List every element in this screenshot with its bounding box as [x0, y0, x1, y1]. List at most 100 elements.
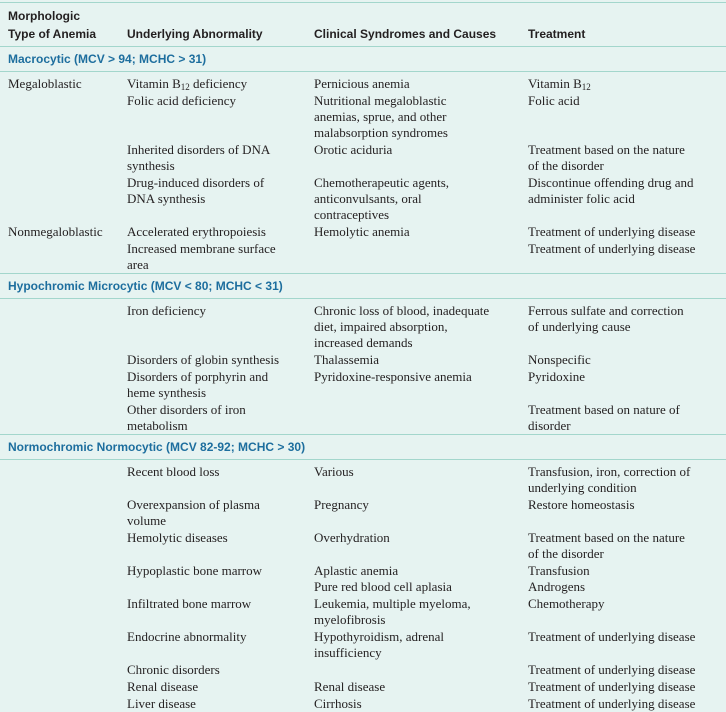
cell-type: [0, 401, 127, 435]
cell-abnormality: Hypoplastic bone marrow: [127, 563, 263, 578]
cell-type: [0, 174, 127, 223]
cell-syndromes: [314, 401, 528, 435]
cell-type: [0, 678, 127, 695]
cell-type: [0, 661, 127, 678]
cell-type: [0, 299, 127, 352]
cell-type: Nonmegaloblastic: [8, 224, 103, 239]
cell-abnormality: Hemolytic diseases: [127, 530, 228, 545]
cell-treatment-subscript: 12: [581, 82, 591, 92]
cell-treatment: Treatment of underlying disease: [528, 696, 696, 711]
cell-treatment: Treatment of underlying disease: [528, 662, 696, 677]
cell-treatment: Pyridoxine: [528, 369, 586, 384]
cell-abnormality: Accelerated erythropoiesis: [127, 224, 266, 239]
section-header: Macrocytic (MCV > 94; MCHC > 31): [0, 47, 726, 72]
table-row: Overexpansion of plasma volume Pregnancy R…: [0, 496, 726, 529]
header-type: Morphologic Type of Anemia: [8, 9, 97, 41]
cell-syndromes: Various: [314, 464, 354, 479]
cell-abnormality-text: Vitamin B: [127, 76, 181, 91]
cell-syndromes: Nutritional megaloblastic anemias, sprue…: [314, 93, 448, 140]
cell-syndromes: Aplastic anemia Pure red blood cell apla…: [314, 563, 452, 594]
cell-abnormality: Infiltrated bone marrow: [127, 596, 252, 611]
header-treatment: Treatment: [528, 27, 586, 41]
table-row: Disorders of porphyrin and heme synthesi…: [0, 368, 726, 401]
table-row: Nonmegaloblastic Accelerated erythropoies…: [0, 223, 726, 240]
cell-abnormality: Other disorders of iron metabolism: [127, 402, 246, 433]
cell-treatment: Vitamin B12: [528, 72, 726, 93]
table-row: Recent blood loss Various Transfusion, iro…: [0, 460, 726, 497]
cell-abnormality: Disorders of globin synthesis: [127, 352, 280, 367]
cell-abnormality: Inherited disorders of DNA synthesis: [127, 142, 271, 173]
cell-treatment: Treatment based on the nature of the dis…: [528, 142, 685, 173]
cell-syndromes: Leukemia, multiple myeloma, myelofibrosi…: [314, 596, 471, 627]
section-title: Macrocytic (MCV > 94; MCHC > 31): [8, 52, 207, 66]
cell-treatment: Nonspecific: [528, 352, 591, 367]
section-title: Hypochromic Microcytic (MCV < 80; MCHC <…: [8, 279, 283, 293]
cell-treatment: Treatment based on the nature of the dis…: [528, 530, 685, 561]
cell-abnormality: Disorders of porphyrin and heme synthesi…: [127, 369, 269, 400]
table-row: Folic acid deficiency Nutritional megalob…: [0, 92, 726, 141]
cell-type: [0, 460, 127, 497]
cell-syndromes: [314, 661, 528, 678]
cell-type: [0, 351, 127, 368]
cell-treatment: Chemotherapy: [528, 596, 605, 611]
cell-treatment-text: Vitamin B: [528, 76, 582, 91]
cell-abnormality: Liver disease: [127, 696, 196, 711]
table-row: Inherited disorders of DNA synthesis Orot…: [0, 141, 726, 174]
cell-type: [0, 529, 127, 562]
cell-syndromes: Chronic loss of blood, inadequate diet, …: [314, 303, 490, 350]
cell-type: [0, 562, 127, 595]
cell-abnormality: Vitamin B12 deficiency: [127, 72, 314, 93]
cell-syndromes: Pregnancy: [314, 497, 369, 512]
table-row: Endocrine abnormality Hypothyroidism, adr…: [0, 628, 726, 661]
cell-syndromes: Hemolytic anemia: [314, 224, 410, 239]
cell-type: [0, 695, 127, 712]
table-row: Other disorders of iron metabolism Treatm…: [0, 401, 726, 435]
cell-type: [0, 141, 127, 174]
cell-syndromes: Renal disease: [314, 679, 386, 694]
table-row: Hypoplastic bone marrow Aplastic anemia P…: [0, 562, 726, 595]
table-row: Increased membrane surface area Treatment…: [0, 240, 726, 274]
cell-syndromes: Chemotherapeutic agents, anticonvulsants…: [314, 175, 450, 222]
cell-treatment: Transfusion Androgens: [528, 563, 590, 594]
cell-treatment: Treatment of underlying disease: [528, 224, 696, 239]
cell-treatment: Transfusion, iron, correction of underly…: [528, 464, 691, 495]
table-row: Renal disease Renal disease Treatment of u…: [0, 678, 726, 695]
header-row: Morphologic Type of Anemia Underlying Ab…: [0, 3, 726, 47]
table-row: Megaloblastic Vitamin B12 deficiency Perni…: [0, 72, 726, 93]
section-title: Normochromic Normocytic (MCV 82-92; MCHC…: [8, 440, 306, 454]
cell-abnormality-text-end: deficiency: [189, 76, 248, 91]
cell-abnormality: Chronic disorders: [127, 662, 220, 677]
section-header: Hypochromic Microcytic (MCV < 80; MCHC <…: [0, 273, 726, 299]
section-header: Normochromic Normocytic (MCV 82-92; MCHC…: [0, 434, 726, 460]
table-row: Disorders of globin synthesis Thalassemia…: [0, 351, 726, 368]
cell-abnormality-subscript: 12: [180, 82, 190, 92]
table-row: Infiltrated bone marrow Leukemia, multipl…: [0, 595, 726, 628]
table-row: Iron deficiency Chronic loss of blood, in…: [0, 299, 726, 352]
cell-syndromes: Hypothyroidism, adrenal insufficiency: [314, 629, 444, 660]
cell-syndromes: Pyridoxine-responsive anemia: [314, 369, 472, 384]
cell-abnormality: Overexpansion of plasma volume: [127, 497, 260, 528]
cell-syndromes: Cirrhosis: [314, 696, 362, 711]
cell-treatment: Treatment of underlying disease: [528, 679, 696, 694]
header-abnormality: Underlying Abnormality: [127, 27, 263, 41]
cell-syndromes: Overhydration: [314, 530, 390, 545]
cell-type: [0, 496, 127, 529]
cell-syndromes: Pernicious anemia: [314, 76, 410, 91]
cell-abnormality: Drug-induced disorders of DNA synthesis: [127, 175, 265, 206]
cell-abnormality: Endocrine abnormality: [127, 629, 247, 644]
cell-type: [0, 628, 127, 661]
cell-treatment: Treatment of underlying disease: [528, 241, 696, 256]
cell-abnormality: Iron deficiency: [127, 303, 207, 318]
table-row: Chronic disorders Treatment of underlying…: [0, 661, 726, 678]
cell-syndromes: [314, 240, 528, 274]
cell-treatment: Folic acid: [528, 93, 580, 108]
cell-abnormality: Folic acid deficiency: [127, 93, 237, 108]
cell-type: [0, 368, 127, 401]
cell-treatment: Treatment of underlying disease: [528, 629, 696, 644]
cell-treatment: Treatment based on nature of disorder: [528, 402, 680, 433]
table-row: Liver disease Cirrhosis Treatment of under…: [0, 695, 726, 712]
cell-abnormality: Recent blood loss: [127, 464, 220, 479]
cell-treatment: Ferrous sulfate and correction of underl…: [528, 303, 684, 334]
cell-type: [0, 595, 127, 628]
table-row: Hemolytic diseases Overhydration Treatment…: [0, 529, 726, 562]
